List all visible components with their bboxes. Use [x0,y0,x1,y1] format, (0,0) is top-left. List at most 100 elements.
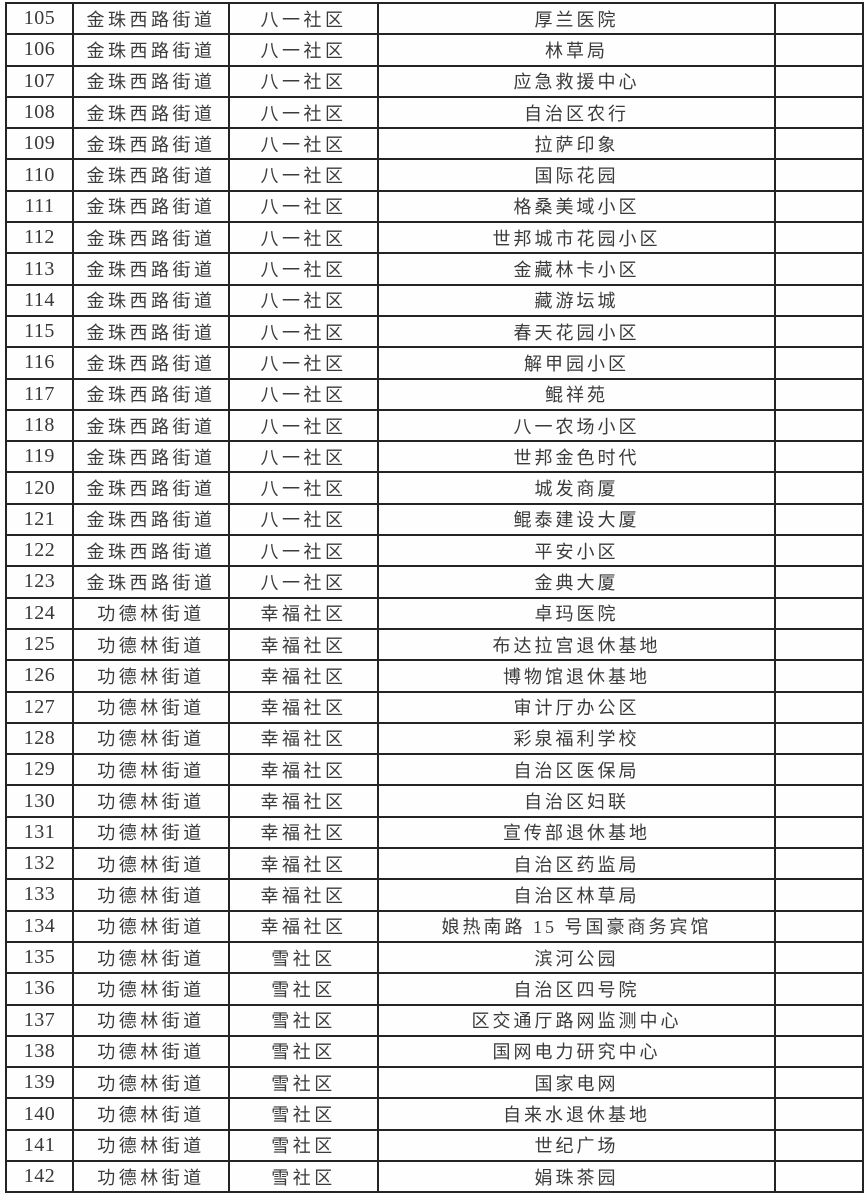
community-cell: 幸福社区 [228,596,379,630]
place-cell: 平安小区 [377,534,776,568]
row-number-cell: 123 [5,565,74,599]
note-cell [774,753,864,787]
note-cell [774,158,864,192]
note-cell [774,471,864,505]
table-row: 116 金珠西路街道 八一社区 解甲园小区 [5,346,864,380]
community-cell: 幸福社区 [228,721,379,756]
street-cell: 功德林街道 [72,627,230,662]
community-cell: 八一社区 [228,534,379,568]
community-cell: 八一社区 [228,33,379,67]
note-cell [774,252,864,286]
street-cell: 功德林街道 [72,721,230,756]
table-row: 128 功德林街道 幸福社区 彩泉福利学校 [5,721,864,756]
community-cell: 八一社区 [228,158,379,192]
note-cell [774,909,864,943]
note-cell [774,64,864,98]
street-cell: 金珠西路街道 [72,534,230,568]
row-number-cell: 122 [5,534,74,568]
community-cell: 八一社区 [228,64,379,98]
row-number-cell: 108 [5,95,74,130]
table-row: 124 功德林街道 幸福社区 卓玛医院 [5,596,864,630]
place-cell: 应急救援中心 [377,64,776,98]
street-cell: 金珠西路街道 [72,64,230,98]
street-cell: 功德林街道 [72,784,230,818]
note-cell [774,815,864,850]
row-number-cell: 125 [5,627,74,662]
row-number-cell: 124 [5,596,74,630]
row-number-cell: 113 [5,252,74,286]
street-cell: 功德林街道 [72,1097,230,1131]
note-cell [774,502,864,537]
table-row: 111 金珠西路街道 八一社区 格桑美域小区 [5,189,864,224]
place-cell: 博物馆退休基地 [377,659,776,693]
note-cell [774,189,864,224]
row-number-cell: 121 [5,502,74,537]
street-cell: 金珠西路街道 [72,189,230,224]
table-row: 142 功德林街道 雪社区 娟珠茶园 [5,1159,864,1194]
row-number-cell: 137 [5,1003,74,1037]
place-cell: 自治区医保局 [377,753,776,787]
street-cell: 金珠西路街道 [72,283,230,317]
table-row: 133 功德林街道 幸福社区 自治区林草局 [5,878,864,912]
community-cell: 八一社区 [228,283,379,317]
table-row: 139 功德林街道 雪社区 国家电网 [5,1066,864,1100]
street-cell: 功德林街道 [72,596,230,630]
street-cell: 金珠西路街道 [72,314,230,349]
place-cell: 金典大厦 [377,565,776,599]
row-number-cell: 111 [5,189,74,224]
note-cell [774,314,864,349]
note-cell [774,1159,864,1194]
street-cell: 功德林街道 [72,1128,230,1162]
street-cell: 功德林街道 [72,690,230,724]
street-cell: 功德林街道 [72,940,230,975]
community-cell: 雪社区 [228,1066,379,1100]
table-row: 127 功德林街道 幸福社区 审计厅办公区 [5,690,864,724]
table-row: 113 金珠西路街道 八一社区 金藏林卡小区 [5,252,864,286]
street-cell: 金珠西路街道 [72,33,230,67]
table-row: 108 金珠西路街道 八一社区 自治区农行 [5,95,864,130]
row-number-cell: 142 [5,1159,74,1194]
table-row: 138 功德林街道 雪社区 国网电力研究中心 [5,1034,864,1069]
place-cell: 鲲泰建设大厦 [377,502,776,537]
row-number-cell: 130 [5,784,74,818]
community-cell: 雪社区 [228,1003,379,1037]
community-cell: 幸福社区 [228,753,379,787]
community-cell: 雪社区 [228,1128,379,1162]
row-number-cell: 138 [5,1034,74,1069]
community-cell: 八一社区 [228,252,379,286]
street-cell: 金珠西路街道 [72,1,230,36]
note-cell [774,596,864,630]
street-cell: 金珠西路街道 [72,471,230,505]
community-cell: 八一社区 [228,346,379,380]
table-row: 106 金珠西路街道 八一社区 林草局 [5,33,864,67]
community-cell: 幸福社区 [228,627,379,662]
row-number-cell: 136 [5,972,74,1006]
row-number-cell: 116 [5,346,74,380]
note-cell [774,940,864,975]
note-cell [774,1066,864,1100]
community-cell: 八一社区 [228,189,379,224]
row-number-cell: 139 [5,1066,74,1100]
place-cell: 宣传部退休基地 [377,815,776,850]
place-cell: 娟珠茶园 [377,1159,776,1194]
community-cell: 八一社区 [228,377,379,411]
table-row: 136 功德林街道 雪社区 自治区四号院 [5,972,864,1006]
place-cell: 世邦城市花园小区 [377,221,776,255]
row-number-cell: 127 [5,690,74,724]
place-cell: 布达拉宫退休基地 [377,627,776,662]
row-number-cell: 115 [5,314,74,349]
row-number-cell: 131 [5,815,74,850]
note-cell [774,565,864,599]
place-cell: 自治区妇联 [377,784,776,818]
community-cell: 八一社区 [228,502,379,537]
place-cell: 藏游坛城 [377,283,776,317]
note-cell [774,847,864,881]
community-cell: 幸福社区 [228,909,379,943]
street-cell: 金珠西路街道 [72,408,230,443]
row-number-cell: 133 [5,878,74,912]
street-cell: 金珠西路街道 [72,502,230,537]
place-cell: 滨河公园 [377,940,776,975]
street-cell: 金珠西路街道 [72,127,230,161]
table-row: 135 功德林街道 雪社区 滨河公园 [5,940,864,975]
table-row: 141 功德林街道 雪社区 世纪广场 [5,1128,864,1162]
